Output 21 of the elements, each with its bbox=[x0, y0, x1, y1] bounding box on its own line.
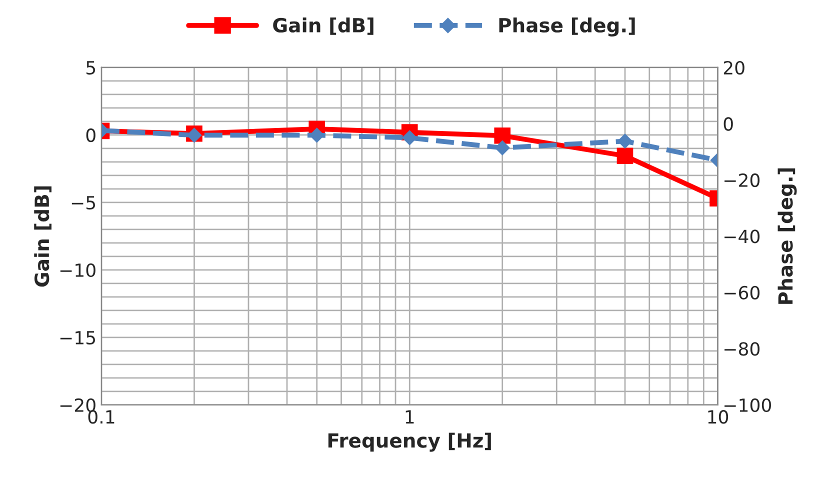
y-axis-title: Gain [dB] bbox=[34, 186, 52, 287]
y2-tick-label: −60 bbox=[724, 286, 760, 300]
legend-label: Gain [dB] bbox=[273, 18, 374, 35]
y-tick-label: −10 bbox=[60, 263, 96, 278]
y2-tick-label: 20 bbox=[724, 60, 744, 75]
x-tick-label: 0.1 bbox=[88, 410, 114, 424]
y-tick-label: −20 bbox=[60, 398, 96, 412]
y-tick-label: −5 bbox=[72, 196, 96, 210]
x-axis-title: Frequency [Hz] bbox=[328, 432, 491, 452]
legend-label: Phase [deg.] bbox=[499, 18, 635, 36]
y-tick-label: −15 bbox=[60, 331, 96, 345]
x-tick-label: 10 bbox=[708, 410, 728, 424]
y-tick-label: 0 bbox=[86, 128, 96, 142]
y2-tick-label: −40 bbox=[724, 230, 760, 244]
y2-tick-label: 0 bbox=[724, 117, 733, 131]
x-tick-label: 1 bbox=[406, 410, 414, 424]
y2-tick-label: −80 bbox=[724, 342, 760, 356]
y2-axis-title: Phase [deg.] bbox=[778, 168, 797, 304]
y2-tick-label: −100 bbox=[724, 398, 772, 412]
y-tick-label: 5 bbox=[86, 61, 96, 75]
y2-tick-label: −20 bbox=[724, 173, 760, 188]
